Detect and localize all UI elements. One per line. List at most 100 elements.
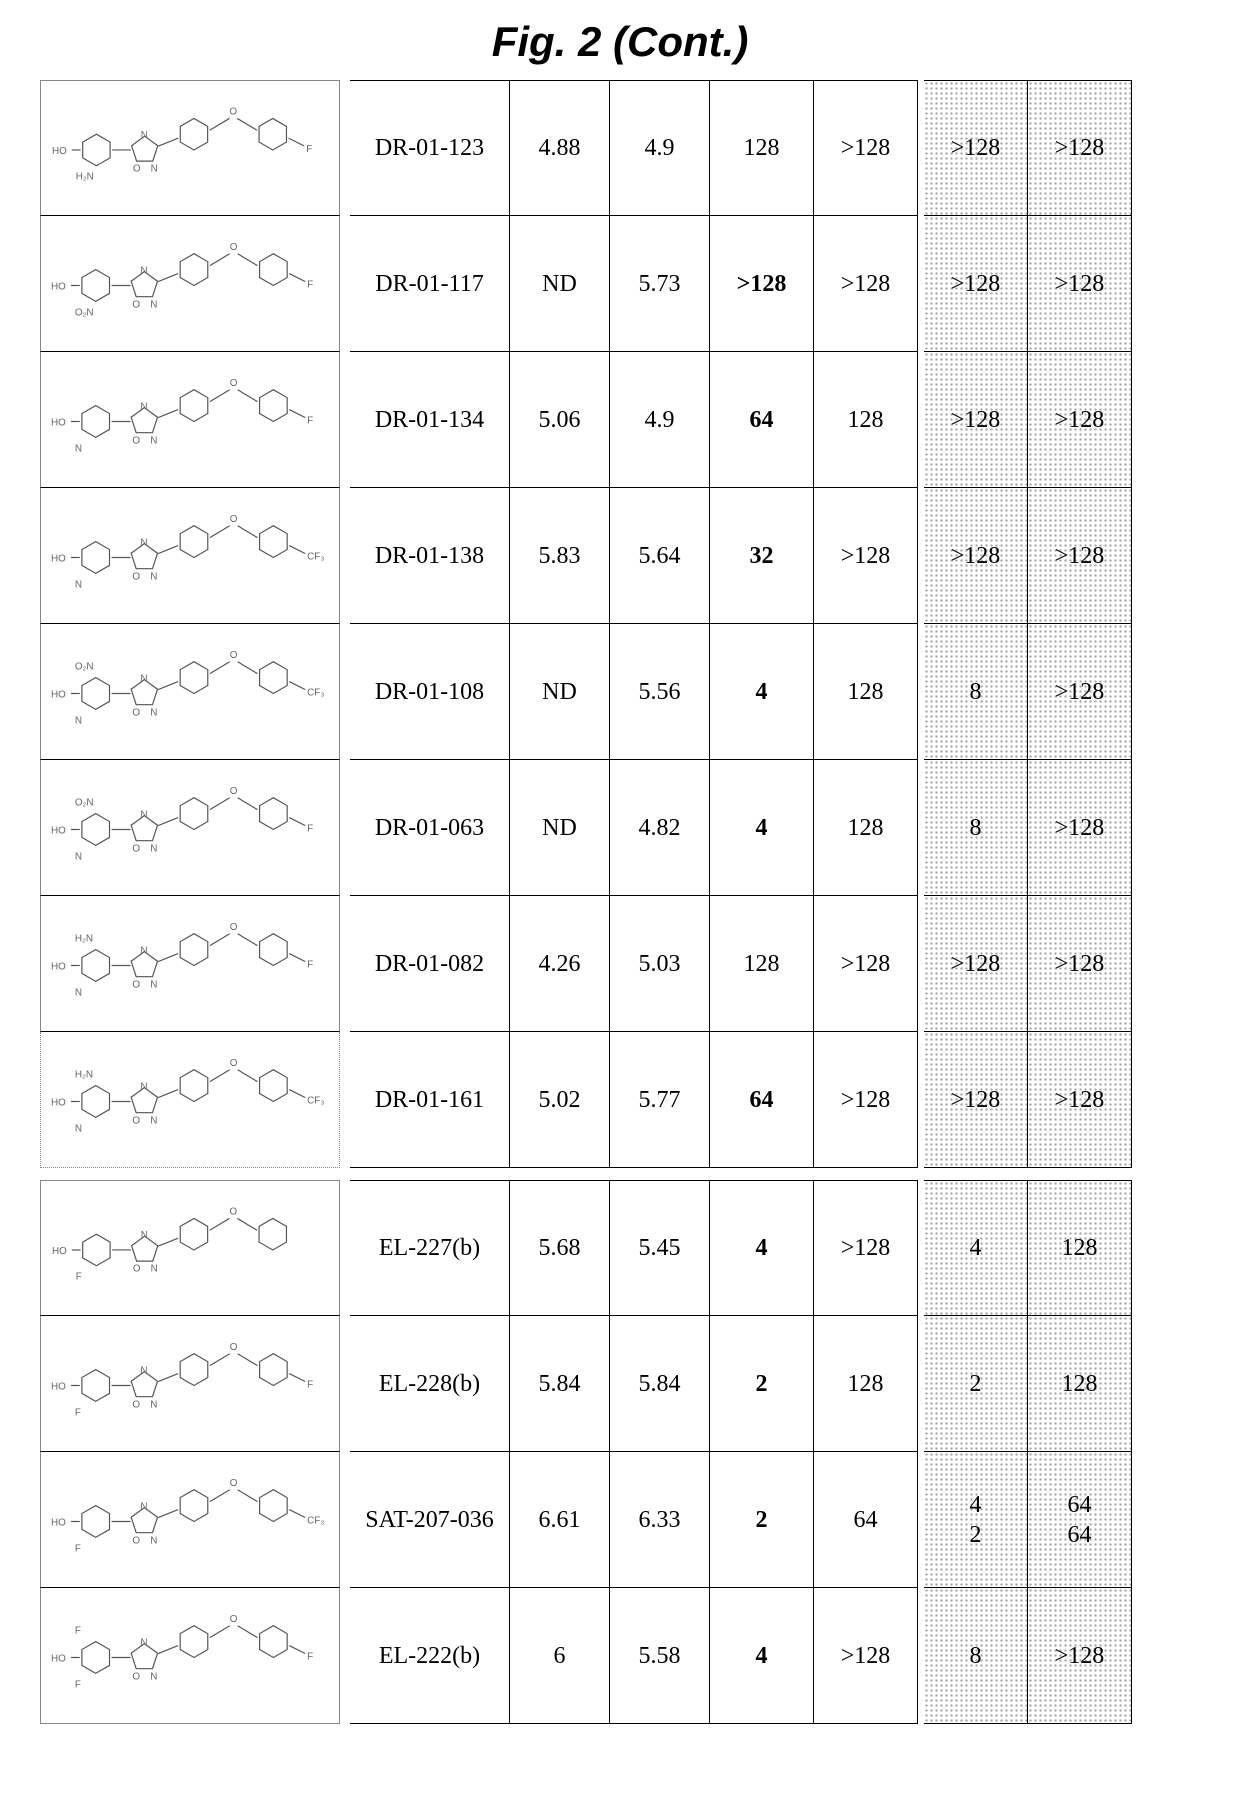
value-col-3: 128 — [710, 896, 814, 1032]
column-gap — [340, 1588, 350, 1724]
svg-text:O: O — [132, 299, 140, 310]
value-col-3-value: 4 — [756, 1233, 768, 1263]
value-col-6-value: 128 — [1062, 1233, 1098, 1263]
chem-structure: HOO₂NNONNOF — [40, 760, 340, 896]
value-col-2: 4.9 — [610, 80, 710, 216]
svg-text:O: O — [230, 1614, 238, 1625]
value-col-3: 4 — [710, 624, 814, 760]
value-col-5-value: >128 — [951, 1085, 1001, 1115]
svg-text:N: N — [150, 843, 157, 854]
value-col-3: 4 — [710, 760, 814, 896]
value-col-6-value: 64 64 — [1068, 1490, 1092, 1550]
compound-name: EL-222(b) — [350, 1588, 510, 1724]
svg-text:N: N — [150, 299, 157, 310]
value-col-2: 5.84 — [610, 1316, 710, 1452]
data-table: HOH₂NONNOFDR-01-1234.884.9128>128>128>12… — [40, 80, 1200, 1724]
column-gap — [340, 624, 350, 760]
value-col-5-value: 2 — [970, 1369, 982, 1399]
svg-text:O: O — [132, 707, 140, 718]
value-col-1-value: ND — [542, 813, 577, 843]
value-col-3-value: 2 — [756, 1369, 768, 1399]
value-col-4: 128 — [814, 624, 918, 760]
compound-name: DR-01-117 — [350, 216, 510, 352]
svg-text:N: N — [140, 946, 147, 957]
svg-text:N: N — [140, 1082, 147, 1093]
value-col-3-value: 32 — [750, 541, 774, 571]
value-col-6-value: >128 — [1055, 405, 1105, 435]
svg-text:F: F — [75, 1626, 81, 1637]
svg-text:F: F — [306, 144, 312, 155]
value-col-5: >128 — [924, 352, 1028, 488]
value-col-4: >128 — [814, 80, 918, 216]
value-col-4-value: >128 — [841, 1085, 891, 1115]
value-col-6: >128 — [1028, 1588, 1132, 1724]
svg-text:HO: HO — [52, 146, 67, 157]
value-col-6-value: >128 — [1055, 1085, 1105, 1115]
svg-text:N: N — [75, 579, 82, 590]
column-gap — [340, 216, 350, 352]
value-col-6-value: 128 — [1062, 1369, 1098, 1399]
svg-text:O₂N: O₂N — [75, 307, 94, 318]
svg-text:N: N — [150, 571, 157, 582]
value-col-4-value: >128 — [841, 1641, 891, 1671]
value-col-5: 4 2 — [924, 1452, 1028, 1588]
svg-text:N: N — [141, 130, 148, 141]
svg-text:N: N — [150, 1115, 157, 1126]
value-col-6-value: >128 — [1055, 133, 1105, 163]
value-col-6: >128 — [1028, 624, 1132, 760]
svg-text:O: O — [230, 378, 238, 389]
value-col-6: >128 — [1028, 896, 1132, 1032]
value-col-4: 128 — [814, 760, 918, 896]
value-col-5: 8 — [924, 1588, 1028, 1724]
value-col-3: 64 — [710, 1032, 814, 1168]
compound-name: DR-01-138 — [350, 488, 510, 624]
value-col-5-value: 8 — [970, 813, 982, 843]
value-col-5: >128 — [924, 80, 1028, 216]
svg-text:HO: HO — [51, 281, 66, 292]
svg-text:F: F — [307, 279, 313, 290]
value-col-1: ND — [510, 624, 610, 760]
value-col-4-value: 128 — [848, 813, 884, 843]
svg-text:N: N — [75, 443, 82, 454]
value-col-4: 128 — [814, 1316, 918, 1452]
value-col-5-value: >128 — [951, 405, 1001, 435]
chem-structure: HOFONNO — [40, 1180, 340, 1316]
figure-title: Fig. 2 (Cont.) — [40, 18, 1200, 66]
value-col-5-value: >128 — [951, 949, 1001, 979]
svg-text:O: O — [132, 1115, 140, 1126]
chem-structure: HOH₂NONNOF — [40, 80, 340, 216]
value-col-1-value: ND — [542, 677, 577, 707]
value-col-4-value: 128 — [848, 405, 884, 435]
value-col-3-value: 4 — [756, 813, 768, 843]
svg-text:HO: HO — [52, 1246, 67, 1257]
svg-text:N: N — [150, 979, 157, 990]
svg-text:N: N — [140, 810, 147, 821]
value-col-1: 5.83 — [510, 488, 610, 624]
value-col-1-value: 5.06 — [539, 405, 581, 435]
svg-text:F: F — [75, 1543, 81, 1554]
column-gap — [340, 1032, 350, 1168]
svg-text:O: O — [133, 164, 141, 175]
svg-text:CF₃: CF₃ — [307, 551, 324, 562]
value-col-6: 64 64 — [1028, 1452, 1132, 1588]
column-gap — [340, 1452, 350, 1588]
compound-name-value: DR-01-082 — [375, 949, 484, 979]
value-col-5-value: >128 — [951, 541, 1001, 571]
svg-text:N: N — [75, 715, 82, 726]
value-col-4: >128 — [814, 1032, 918, 1168]
value-col-4: >128 — [814, 1588, 918, 1724]
value-col-6-value: >128 — [1055, 813, 1105, 843]
value-col-4: 64 — [814, 1452, 918, 1588]
table-row: HONONNOFDR-01-1345.064.964128>128>128 — [40, 352, 1200, 488]
svg-text:CF₃: CF₃ — [307, 1095, 324, 1106]
value-col-1: 5.84 — [510, 1316, 610, 1452]
svg-text:N: N — [150, 435, 157, 446]
value-col-1-value: 5.02 — [539, 1085, 581, 1115]
value-col-5: >128 — [924, 1032, 1028, 1168]
svg-text:N: N — [150, 707, 157, 718]
svg-text:O: O — [230, 242, 238, 253]
value-col-5-value: 4 — [970, 1233, 982, 1263]
svg-text:F: F — [75, 1407, 81, 1418]
svg-text:F: F — [307, 415, 313, 426]
value-col-3-value: 4 — [756, 1641, 768, 1671]
